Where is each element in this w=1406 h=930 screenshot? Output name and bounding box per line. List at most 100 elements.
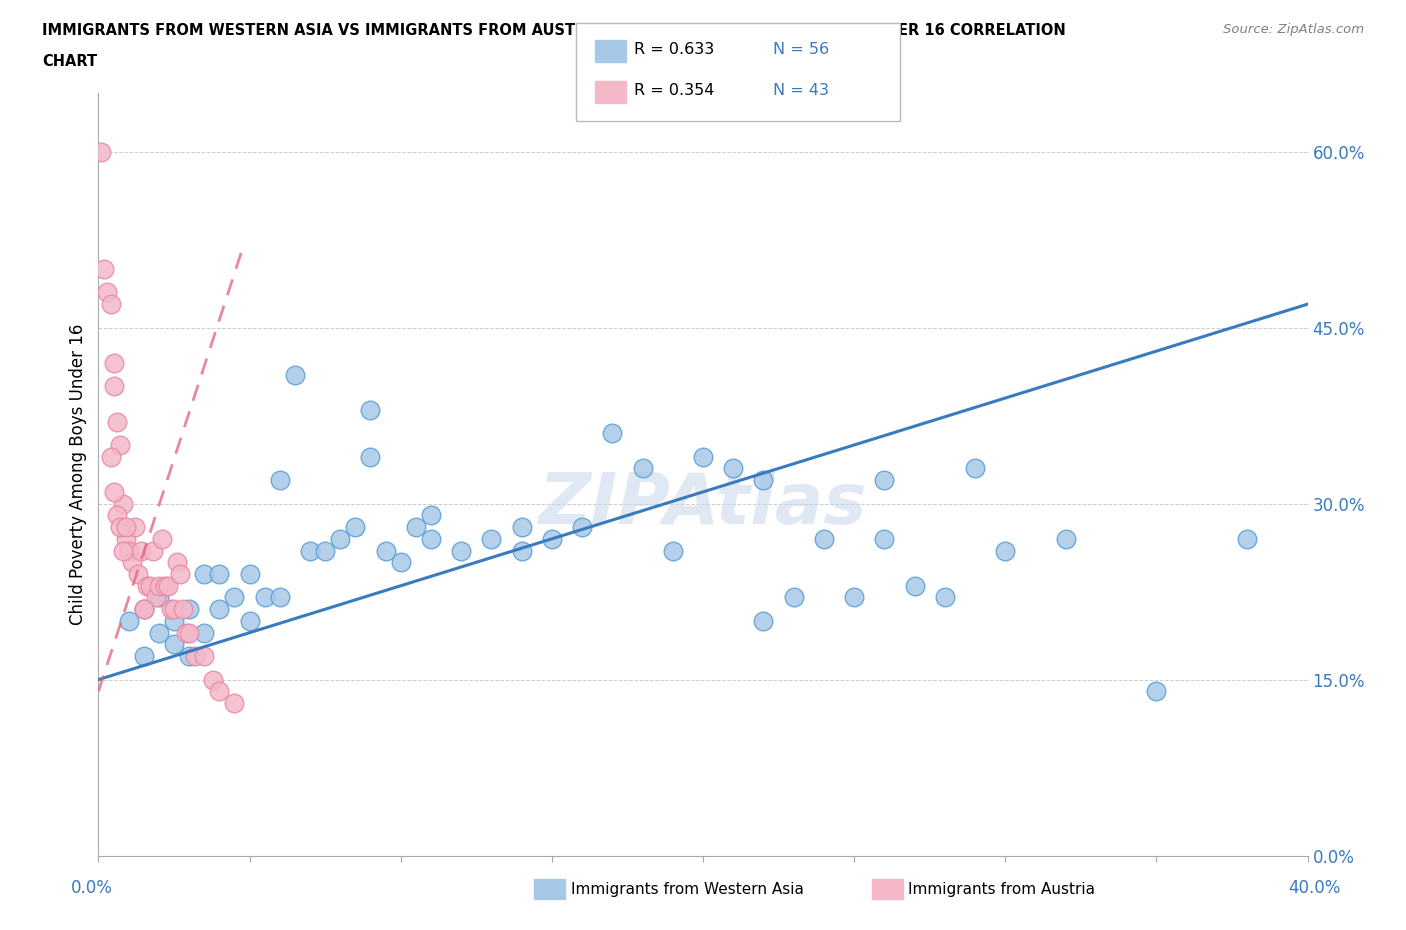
Point [121, 555, 143, 570]
Text: IMMIGRANTS FROM WESTERN ASIA VS IMMIGRANTS FROM AUSTRIA CHILD POVERTY AMONG BOYS: IMMIGRANTS FROM WESTERN ASIA VS IMMIGRAN… [42, 23, 1066, 38]
Point [202, 672, 225, 687]
Y-axis label: Child Poverty Among Boys Under 16: Child Poverty Among Boys Under 16 [69, 324, 87, 625]
Point [184, 649, 207, 664]
Point [153, 578, 176, 593]
Point [150, 531, 173, 546]
Point [118, 614, 141, 629]
Point [100, 297, 122, 312]
Point [239, 614, 262, 629]
Text: R = 0.633: R = 0.633 [634, 42, 714, 57]
Point [208, 602, 231, 617]
Point [224, 696, 246, 711]
Point [148, 578, 170, 593]
Point [145, 590, 167, 604]
Point [208, 566, 231, 581]
Point [100, 449, 122, 464]
Point [1146, 684, 1168, 698]
Point [344, 520, 367, 535]
Point [179, 602, 201, 617]
Point [389, 555, 412, 570]
Point [844, 590, 866, 604]
Point [111, 497, 134, 512]
Point [148, 590, 170, 604]
Point [105, 508, 128, 523]
Point [752, 472, 775, 487]
Point [450, 543, 472, 558]
Point [405, 520, 427, 535]
Point [160, 602, 183, 617]
Point [723, 461, 745, 476]
Point [174, 625, 197, 640]
Point [661, 543, 683, 558]
Point [124, 520, 146, 535]
Point [96, 285, 118, 299]
Point [602, 426, 624, 441]
Point [90, 144, 112, 159]
Point [132, 602, 155, 617]
Point [540, 531, 562, 546]
Text: 0.0%: 0.0% [70, 879, 112, 897]
Point [269, 590, 291, 604]
Point [269, 472, 291, 487]
Point [299, 543, 322, 558]
Point [132, 602, 155, 617]
Point [208, 684, 231, 698]
Point [103, 355, 125, 370]
Text: 40.0%: 40.0% [1288, 879, 1341, 897]
Point [224, 590, 246, 604]
Point [253, 590, 276, 604]
Point [193, 566, 215, 581]
Point [994, 543, 1017, 558]
Point [132, 602, 155, 617]
Text: Immigrants from Western Asia: Immigrants from Western Asia [571, 882, 804, 897]
Point [904, 578, 927, 593]
Point [510, 543, 533, 558]
Point [360, 449, 382, 464]
Point [129, 543, 152, 558]
Point [163, 614, 186, 629]
Text: R = 0.354: R = 0.354 [634, 83, 714, 98]
Point [631, 461, 654, 476]
Point [934, 590, 956, 604]
Text: N = 43: N = 43 [773, 83, 830, 98]
Point [156, 578, 179, 593]
Point [510, 520, 533, 535]
Point [179, 649, 201, 664]
Point [314, 543, 336, 558]
Point [132, 649, 155, 664]
Point [93, 261, 115, 276]
Point [752, 614, 775, 629]
Point [108, 520, 131, 535]
Text: CHART: CHART [42, 54, 97, 69]
Text: Immigrants from Austria: Immigrants from Austria [908, 882, 1095, 897]
Point [873, 531, 896, 546]
Point [163, 637, 186, 652]
Point [284, 367, 307, 382]
Point [239, 566, 262, 581]
Point [1236, 531, 1258, 546]
Point [135, 578, 157, 593]
Point [374, 543, 396, 558]
Point [1054, 531, 1077, 546]
Point [163, 602, 186, 617]
Point [692, 449, 714, 464]
Point [873, 472, 896, 487]
Point [103, 485, 125, 499]
Point [420, 508, 443, 523]
Point [360, 403, 382, 418]
Point [813, 531, 835, 546]
Point [111, 543, 134, 558]
Point [420, 531, 443, 546]
Point [783, 590, 806, 604]
Point [571, 520, 593, 535]
Point [103, 379, 125, 393]
Point [139, 578, 162, 593]
Point [169, 566, 191, 581]
Text: Source: ZipAtlas.com: Source: ZipAtlas.com [1223, 23, 1364, 36]
Point [166, 555, 188, 570]
Point [105, 414, 128, 429]
Point [193, 625, 215, 640]
Point [114, 531, 136, 546]
Point [172, 602, 194, 617]
Point [127, 566, 149, 581]
